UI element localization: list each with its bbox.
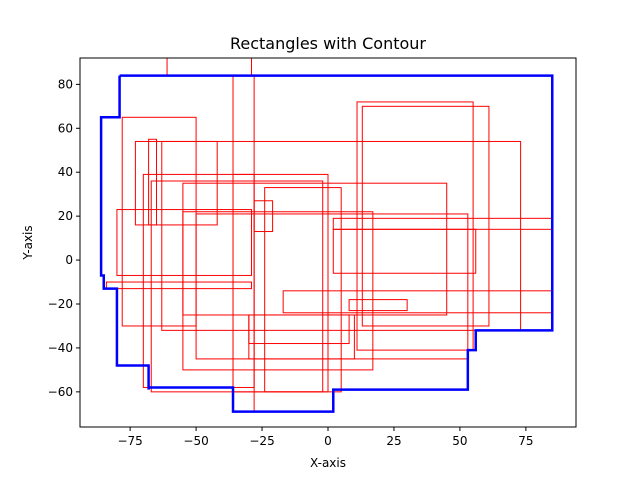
rectangle-13 (253, 200, 274, 233)
rectangle-22 (161, 140, 522, 331)
rectangle-10 (232, 75, 255, 413)
contour-layer (99, 74, 554, 413)
x-tick-label: −25 (249, 434, 274, 448)
rectangle-16 (332, 228, 477, 274)
x-axis-label: X-axis (310, 456, 346, 470)
y-tick-label: −40 (48, 341, 73, 355)
rectangle-20 (361, 105, 490, 327)
rectangle-17 (332, 217, 553, 230)
y-tick-label: 0 (65, 253, 73, 267)
x-tick-label: −50 (183, 434, 208, 448)
rectangle-1 (166, 57, 252, 77)
rectangle-4 (150, 180, 324, 393)
rectangle-7 (116, 209, 252, 276)
x-tick-label: 25 (386, 434, 401, 448)
x-axis-ticks: −75 −50 −25 0 25 50 75 (117, 427, 534, 448)
y-tick-label: 80 (58, 77, 73, 91)
y-tick-label: 60 (58, 121, 73, 135)
x-tick-label: 75 (518, 434, 533, 448)
rectangles-layer (105, 57, 553, 413)
y-tick-label: 40 (58, 165, 73, 179)
rectangle-6 (148, 138, 158, 226)
y-tick-label: −20 (48, 297, 73, 311)
x-tick-label: 0 (324, 434, 332, 448)
rectangle-15 (282, 290, 553, 314)
rectangle-12 (248, 314, 350, 345)
rectangle-8 (105, 281, 252, 290)
rectangle-18 (348, 299, 408, 312)
x-tick-label: −75 (117, 434, 142, 448)
y-tick-label: 20 (58, 209, 73, 223)
chart-title: Rectangles with Contour (230, 34, 426, 53)
rectangle-14 (264, 187, 342, 393)
rectangle-19 (356, 101, 474, 351)
contour-line (99, 74, 554, 413)
y-axis-ticks: −60 −40 −20 0 20 40 60 80 (48, 77, 80, 399)
rectangle-23 (195, 213, 469, 360)
rectangle-2 (121, 116, 197, 327)
y-tick-label: −60 (48, 385, 73, 399)
rectangle-3 (142, 173, 255, 388)
rectangle-24 (182, 182, 448, 316)
y-axis-label: Y-axis (21, 225, 35, 260)
x-tick-label: 50 (452, 434, 467, 448)
